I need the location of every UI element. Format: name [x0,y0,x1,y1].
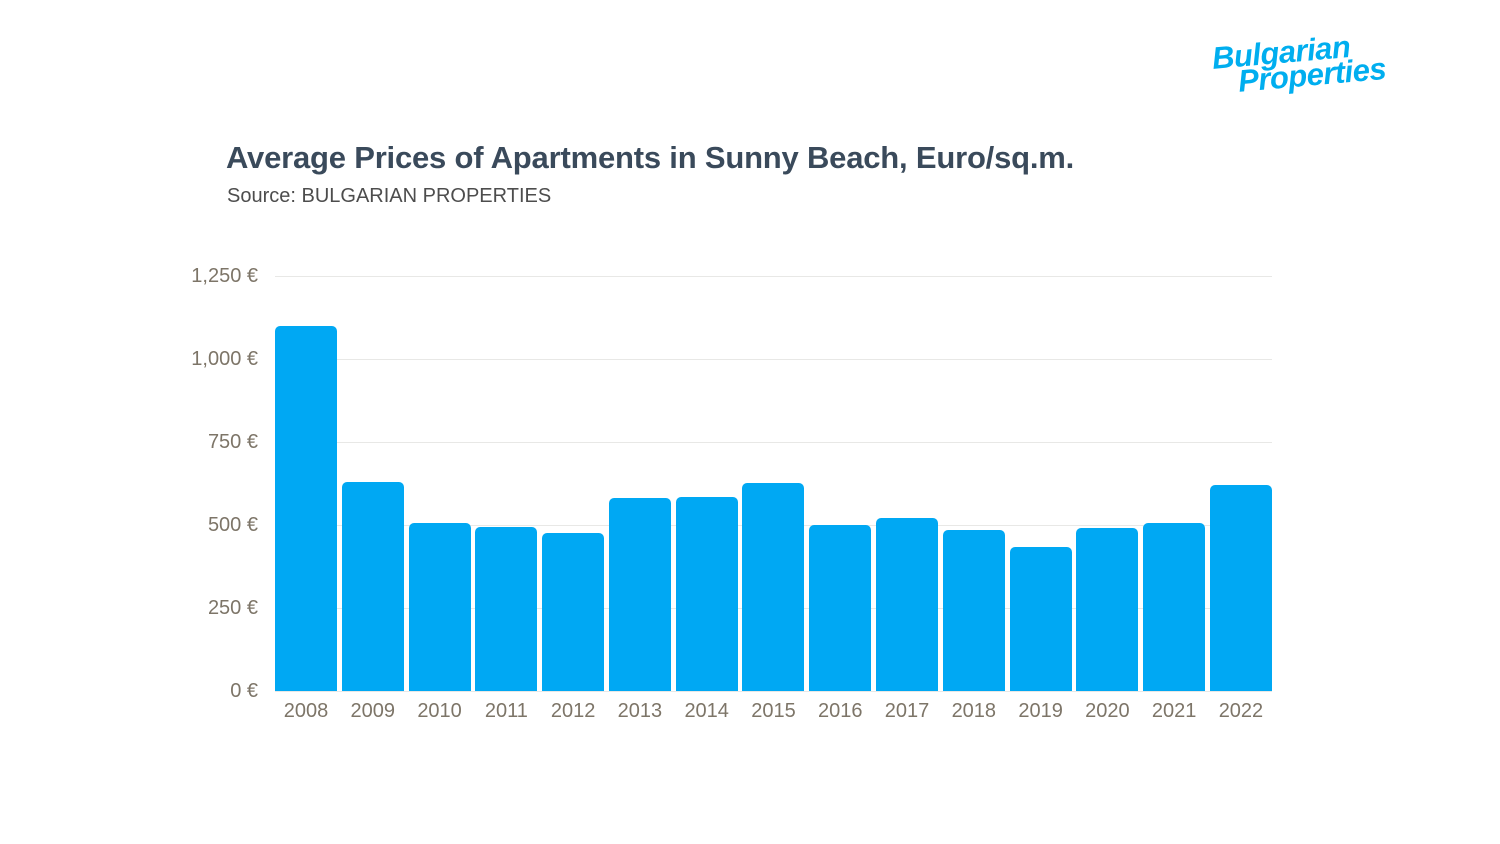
x-tick-label-2017: 2017 [884,700,930,722]
bar-2009 [341,482,404,691]
y-tick-label-500: 500 € [207,514,258,536]
gridline-750 [275,442,1272,443]
bar-2014 [675,497,738,691]
bar-2021 [1143,523,1206,691]
bar-2018 [942,530,1005,691]
bulgarian-properties-logo: Bulgarian Properties [1211,29,1388,99]
chart-title: Average Prices of Apartments in Sunny Be… [226,140,1075,175]
x-tick-label-2013: 2013 [617,700,663,722]
gridline-1000 [275,359,1272,360]
bar-2022 [1209,485,1272,691]
bar-2013 [608,498,671,691]
x-tick-label-2008: 2008 [283,700,329,722]
gridline-0 [275,691,1272,692]
bar-2008 [275,326,337,691]
bar-2020 [1076,528,1139,691]
bar-2012 [542,533,605,691]
y-tick-label-250: 250 € [207,597,258,619]
bar-2010 [408,523,471,691]
x-tick-label-2012: 2012 [550,700,596,722]
x-tick-label-2011: 2011 [484,700,528,722]
chart-bars [275,276,1272,691]
x-tick-label-2021: 2021 [1151,700,1197,722]
bar-2017 [876,518,939,691]
bar-chart: 0 €250 €500 €750 €1,000 €1,250 € 2008 200… [183,265,1272,746]
x-tick-label-2019: 2019 [1018,700,1063,722]
x-tick-label-2022: 2022 [1218,700,1264,722]
x-tick-label-2020: 2020 [1085,700,1130,722]
chart-source: Source: BULGARIAN PROPERTIES [227,185,552,207]
x-tick-label-2016: 2016 [818,700,863,722]
x-axis-labels: 2008 2009 2010 2011 2012 2013 2014 2015 2016 2017… [275,700,1272,723]
y-tick-label-750: 750 € [207,431,258,453]
bar-2016 [809,525,872,691]
logo-line-properties: Properties [1236,50,1388,99]
x-tick-label-2009: 2009 [350,700,396,722]
bar-2015 [742,483,805,691]
y-tick-label-1000: 1,000 € [191,348,258,370]
gridline-1250 [275,276,1272,277]
bar-2019 [1009,547,1072,691]
bar-2011 [475,527,538,691]
y-tick-label-1250: 1,250 € [191,265,258,287]
x-tick-label-2015: 2015 [751,700,796,722]
x-tick-label-2010: 2010 [417,700,462,722]
y-tick-label-0: 0 € [230,680,258,702]
x-tick-label-2018: 2018 [951,700,997,722]
x-tick-label-2014: 2014 [684,700,729,722]
